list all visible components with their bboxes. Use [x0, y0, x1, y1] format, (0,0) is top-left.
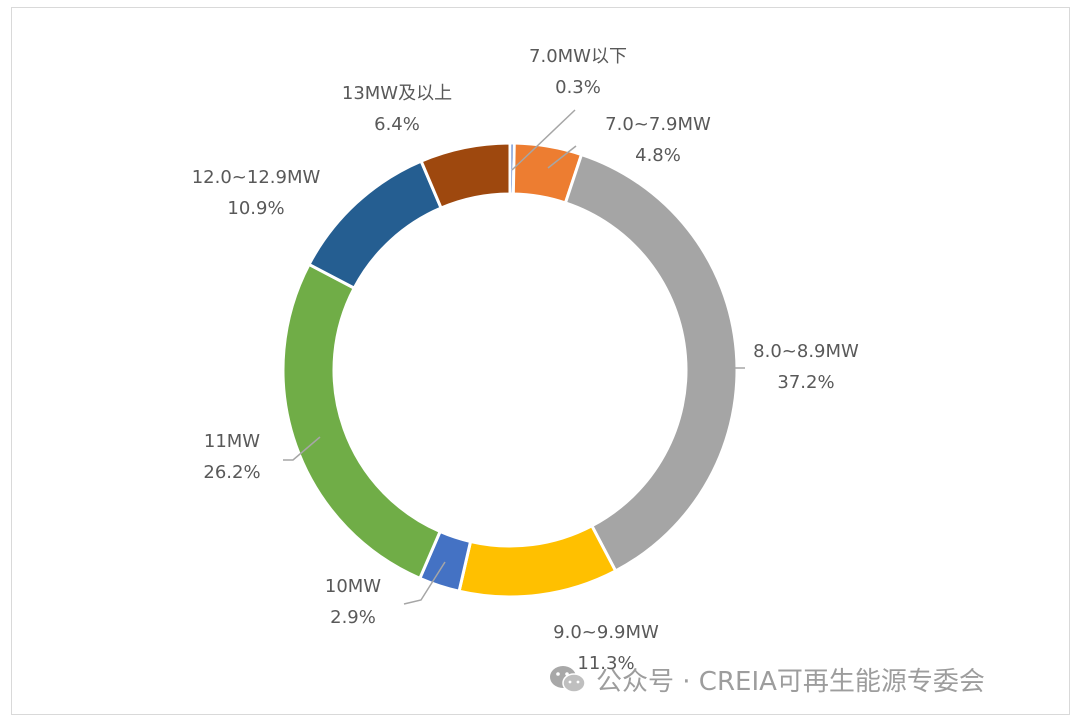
slice-11mw — [281, 262, 443, 581]
watermark: 公众号 · CREIA可再生能源专委会 — [548, 661, 985, 697]
slice-value-label: 6.4% — [374, 114, 420, 135]
slice-category-label: 11MW — [204, 431, 260, 452]
slice-12-0-12-9mw — [307, 159, 444, 291]
slice-9-0-9-9mw — [457, 523, 618, 599]
slice-value-label: 0.3% — [555, 77, 601, 98]
slice-category-label: 7.0~7.9MW — [605, 114, 711, 135]
slice-value-label: 26.2% — [203, 462, 260, 483]
leader-line — [511, 109, 576, 171]
slices-group — [281, 141, 739, 599]
slice-category-label: 10MW — [325, 576, 381, 597]
slice-category-label: 12.0~12.9MW — [192, 167, 321, 188]
wechat-icon — [550, 666, 586, 693]
slice-value-label: 2.9% — [330, 607, 376, 628]
slice-category-label: 8.0~8.9MW — [753, 341, 859, 362]
leader-line — [403, 561, 446, 605]
watermark-text: 公众号 · CREIA可再生能源专委会 — [596, 666, 985, 697]
slice-value-label: 10.9% — [227, 198, 284, 219]
leader-lines-group — [283, 109, 745, 605]
slice-category-label: 13MW及以上 — [342, 83, 452, 104]
slice-13mw — [419, 141, 512, 211]
slice-category-label: 9.0~9.9MW — [553, 622, 659, 643]
leader-line — [283, 436, 321, 461]
slice-8-0-8-9mw — [563, 152, 739, 573]
chart-frame — [11, 7, 1070, 715]
labels-group: 7.0MW以下 0.3%7.0~7.9MW 4.8% 8.0~8.9MW 37.2% 9.… — [192, 46, 859, 674]
slice-category-label: 7.0MW以下 — [529, 46, 627, 67]
leader-line — [547, 145, 577, 169]
slice-value-label: 37.2% — [777, 372, 834, 393]
slice-value-label: 11.3% — [577, 653, 634, 674]
slice-value-label: 4.8% — [635, 145, 681, 166]
